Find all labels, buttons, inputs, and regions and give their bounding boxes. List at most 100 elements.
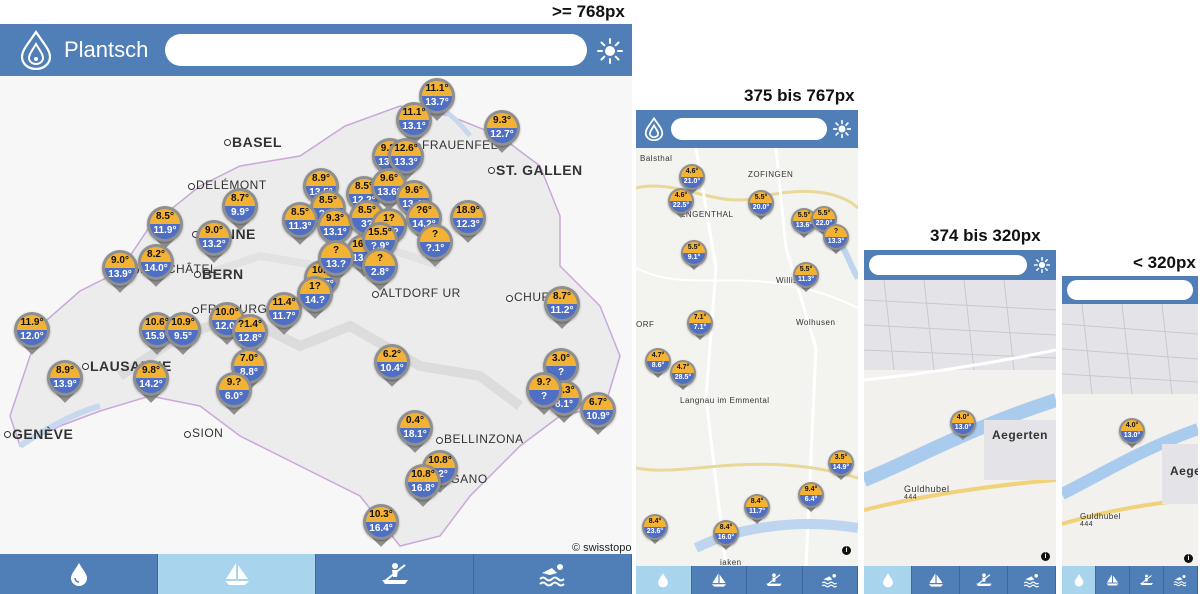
air-temperature: 8.9° [50, 363, 80, 378]
nav-water[interactable] [636, 566, 692, 594]
station-pin[interactable]: 0.4° 18.1° [397, 410, 433, 456]
station-pin[interactable]: ? 13.3° [823, 224, 849, 258]
water-temperature: 10.4° [377, 362, 407, 377]
air-temperature: 1? [300, 279, 330, 294]
station-pin[interactable]: 8.4° 16.0° [713, 520, 739, 554]
elevation-label: 444 [904, 494, 918, 501]
station-pin[interactable]: 8.4° 11.7° [744, 494, 770, 528]
station-pin[interactable]: 9.0° 13.9° [102, 250, 138, 296]
station-pin[interactable]: 4.0° 13.0° [950, 410, 976, 444]
sailboat-icon [928, 573, 943, 587]
nav-swim[interactable] [1164, 566, 1198, 594]
sun-icon[interactable] [597, 38, 623, 64]
nav-kayak[interactable] [747, 566, 803, 594]
nav-sail[interactable] [692, 566, 747, 594]
info-icon[interactable]: i [1041, 552, 1050, 561]
nav-water[interactable] [1062, 566, 1096, 594]
station-pin[interactable]: 6.2° 10.4° [374, 344, 410, 390]
water-temperature: 6.0° [219, 390, 249, 405]
nav-water[interactable] [0, 554, 158, 594]
station-pin[interactable]: 9.8° 14.2° [133, 360, 169, 406]
info-icon[interactable]: i [842, 546, 851, 555]
station-pin[interactable]: 10.8° 16.8° [405, 464, 441, 510]
search-input[interactable] [165, 34, 587, 66]
station-pin[interactable]: 4.7° 8.6° [645, 348, 671, 382]
air-temperature: 7.0° [234, 351, 264, 366]
station-pin[interactable]: 11.1° 13.1° [396, 102, 432, 148]
station-pin[interactable]: 7.1° 7.1° [687, 310, 713, 344]
nav-kayak[interactable] [960, 566, 1008, 594]
nav-kayak[interactable] [316, 554, 474, 594]
station-pin[interactable]: 8.5° 11.9° [147, 206, 183, 252]
search-input[interactable] [869, 255, 1027, 275]
station-pin[interactable]: 4.0° 13.0° [1119, 418, 1145, 452]
sun-icon[interactable] [1034, 257, 1050, 273]
station-pin[interactable]: ? 13.? [318, 240, 354, 286]
air-temperature: 12.6° [391, 141, 421, 156]
station-pin[interactable]: 8.9° 13.9° [47, 360, 83, 406]
station-pin[interactable]: ? ?.1° [417, 224, 453, 270]
station-pin[interactable]: 18.9° 12.3° [450, 200, 486, 246]
water-temperature: 13.3° [391, 156, 421, 171]
air-temperature: 5.5° [793, 210, 815, 221]
station-pin[interactable]: 10.9° 9.5° [165, 312, 201, 358]
nav-swim[interactable] [474, 554, 632, 594]
air-temperature: 9.3° [320, 211, 350, 226]
station-pin[interactable]: 8.2° 14.0° [138, 244, 174, 290]
station-pin[interactable]: 5.5° 22.0° [811, 206, 837, 240]
station-pin[interactable]: 9.?? [526, 372, 562, 418]
city-dot [4, 431, 11, 438]
sun-icon[interactable] [833, 120, 851, 138]
mobile-map[interactable]: Aegerten Guldhubel 444 4.0° 13.0° i [864, 280, 1056, 566]
station-pin[interactable]: 4.6° 21.0° [679, 164, 705, 198]
station-pin[interactable]: 10.3° 16.4° [363, 504, 399, 550]
station-pin[interactable]: 9.3° 12.7° [484, 110, 520, 156]
station-pin[interactable]: 5.5° 9.1° [681, 240, 707, 274]
station-pin[interactable]: ?1.4° 12.8° [232, 314, 268, 360]
city-label: GENÈVE [12, 426, 74, 442]
water-temperature: 18.1° [400, 428, 430, 443]
station-pin[interactable]: 4.6° 22.5° [668, 188, 694, 222]
nav-kayak[interactable] [1130, 566, 1164, 594]
town-label: iaken [720, 558, 742, 566]
tablet-map[interactable]: Balsthal ZOFINGEN ENGENTHAL Willisa Wolhusen… [636, 148, 858, 566]
station-pin[interactable]: 12.6° 13.3° [388, 138, 424, 184]
station-pin[interactable]: 8.7° 9.9° [222, 188, 258, 234]
city-dot [436, 437, 443, 444]
nav-water[interactable] [864, 566, 912, 594]
water-drop-icon [882, 573, 893, 588]
station-pin[interactable]: 8.5° 11.3° [282, 202, 318, 248]
water-temperature: 11.2° [547, 304, 577, 319]
station-pin[interactable]: 5.5° 11.3° [793, 262, 819, 296]
regional-relief [636, 148, 858, 566]
station-pin[interactable]: 9.3° 13.1° [317, 208, 353, 254]
station-pin[interactable]: 1? 14.? [297, 276, 333, 322]
station-pin[interactable]: 11.9° 12.0° [14, 312, 50, 358]
station-pin[interactable]: 5.5° 20.0° [748, 190, 774, 224]
nav-swim[interactable] [803, 566, 858, 594]
station-pin[interactable]: 9.4° 6.4° [798, 482, 824, 516]
town-label: ORF [636, 320, 655, 329]
search-input[interactable] [1067, 280, 1193, 300]
info-icon[interactable]: i [1184, 554, 1193, 563]
search-input[interactable] [671, 118, 827, 140]
station-pin[interactable]: 9.0° 13.2° [196, 220, 232, 266]
station-pin[interactable]: ? 2.8° [362, 248, 398, 294]
mobile-frame: Aegerten Guldhubel 444 4.0° 13.0° i [864, 250, 1056, 594]
station-pin[interactable]: 6.7° 10.9° [580, 392, 616, 438]
air-temperature: ? [420, 227, 450, 242]
station-pin[interactable]: 8.4° 23.6° [642, 514, 668, 548]
nav-sail[interactable] [158, 554, 316, 594]
station-pin[interactable]: 11.4° 11.7° [266, 292, 302, 338]
nav-sail[interactable] [1096, 566, 1130, 594]
nav-swim[interactable] [1008, 566, 1056, 594]
station-pin[interactable]: 8.7° 11.2° [544, 286, 580, 332]
air-temperature: 9.? [219, 375, 249, 390]
station-pin[interactable]: 9.? 6.0° [216, 372, 252, 418]
station-pin[interactable]: 4.7° 28.5° [670, 360, 696, 394]
station-pin[interactable]: 3.5° 14.9° [828, 450, 854, 484]
nav-sail[interactable] [912, 566, 960, 594]
tiny-map[interactable]: Aege Guldhubel 444 4.0°13.0° i [1062, 304, 1198, 566]
elevation-label: 444 [1080, 521, 1094, 528]
